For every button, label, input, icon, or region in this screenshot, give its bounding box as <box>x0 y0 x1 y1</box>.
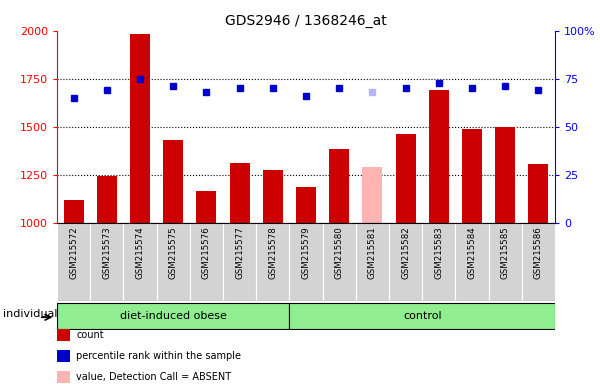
Bar <box>263 170 283 223</box>
Bar <box>395 134 416 223</box>
Text: percentile rank within the sample: percentile rank within the sample <box>76 351 241 361</box>
Text: GSM215572: GSM215572 <box>69 227 78 280</box>
Text: GSM215579: GSM215579 <box>302 227 311 279</box>
Bar <box>522 223 555 301</box>
Title: GDS2946 / 1368246_at: GDS2946 / 1368246_at <box>225 14 387 28</box>
Bar <box>256 223 289 301</box>
Bar <box>57 303 289 329</box>
Text: GSM215580: GSM215580 <box>335 227 344 280</box>
Bar <box>57 223 90 301</box>
Bar <box>362 167 382 223</box>
Bar <box>223 223 256 301</box>
Text: GSM215585: GSM215585 <box>501 227 510 280</box>
Text: GSM215584: GSM215584 <box>467 227 476 280</box>
Bar <box>157 223 190 301</box>
Bar <box>429 90 449 223</box>
Bar <box>90 223 124 301</box>
Bar <box>64 200 83 223</box>
Text: GSM215583: GSM215583 <box>434 227 443 280</box>
Text: GSM215573: GSM215573 <box>102 227 112 280</box>
Bar <box>124 223 157 301</box>
Bar <box>190 223 223 301</box>
Bar <box>455 223 488 301</box>
Bar <box>389 223 422 301</box>
Bar <box>196 191 217 223</box>
Bar <box>329 149 349 223</box>
Bar <box>356 223 389 301</box>
Text: GSM215574: GSM215574 <box>136 227 145 280</box>
Bar <box>422 223 455 301</box>
Text: control: control <box>403 311 442 321</box>
Text: GSM215581: GSM215581 <box>368 227 377 280</box>
Text: GSM215582: GSM215582 <box>401 227 410 280</box>
Text: GSM215586: GSM215586 <box>534 227 543 280</box>
Text: value, Detection Call = ABSENT: value, Detection Call = ABSENT <box>76 372 232 382</box>
Bar <box>230 163 250 223</box>
Text: GSM215576: GSM215576 <box>202 227 211 280</box>
Text: count: count <box>76 330 104 340</box>
Text: GSM215575: GSM215575 <box>169 227 178 280</box>
Bar <box>495 127 515 223</box>
Text: individual: individual <box>3 310 58 319</box>
Bar <box>296 187 316 223</box>
Bar <box>289 303 555 329</box>
Bar <box>97 176 117 223</box>
Bar <box>289 223 323 301</box>
Bar <box>163 140 183 223</box>
Text: diet-induced obese: diet-induced obese <box>120 311 227 321</box>
Bar <box>462 129 482 223</box>
Text: GSM215577: GSM215577 <box>235 227 244 280</box>
Text: GSM215578: GSM215578 <box>268 227 277 280</box>
Bar <box>488 223 522 301</box>
Bar <box>323 223 356 301</box>
Bar <box>130 34 150 223</box>
Bar <box>529 164 548 223</box>
